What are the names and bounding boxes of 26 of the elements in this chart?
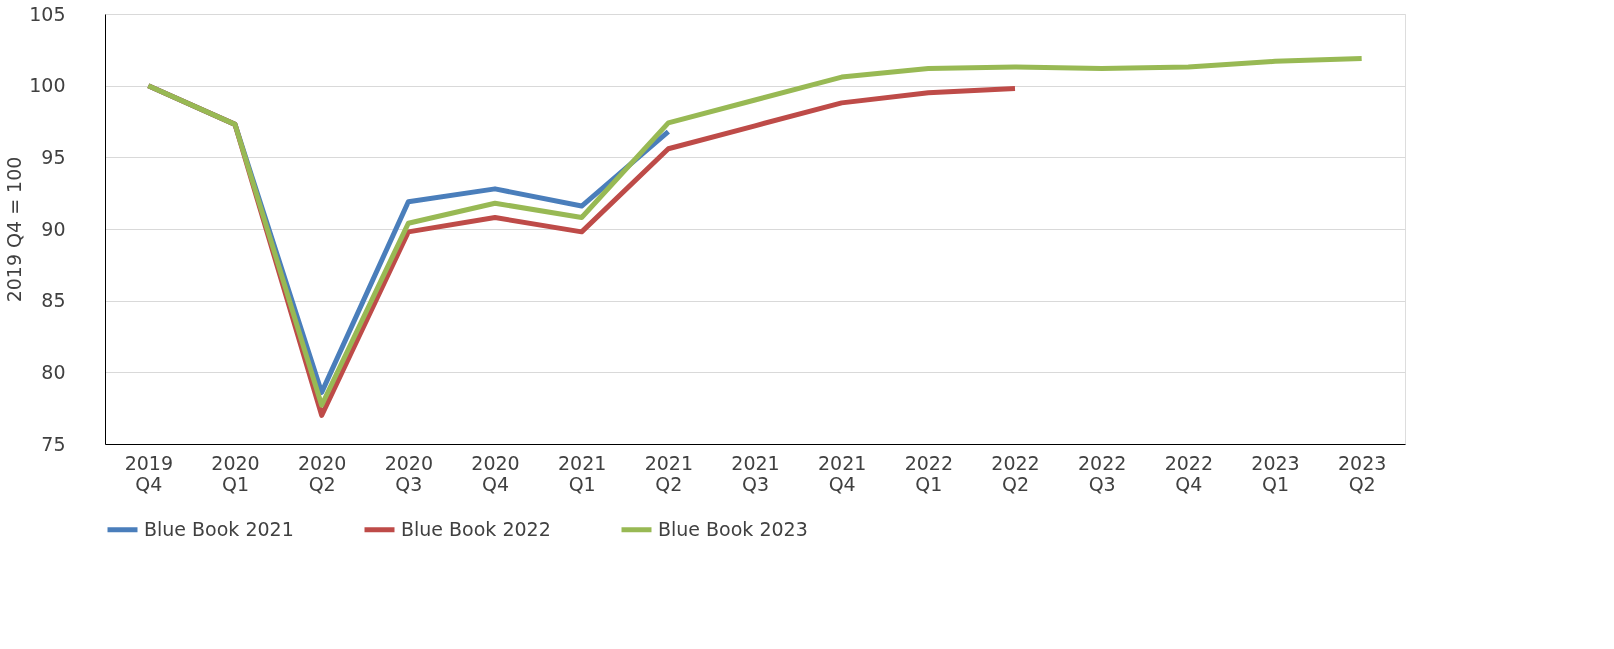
x-tick-label: 2022 Q3 [1077, 451, 1127, 495]
x-tick-label: 2021 Q2 [644, 451, 694, 495]
legend-label: Blue Book 2023 [658, 517, 808, 540]
x-tick-label: 2023 Q1 [1251, 451, 1300, 495]
x-tick-label: 2020 Q3 [384, 451, 434, 495]
x-tick-label: 2022 Q1 [904, 451, 954, 495]
y-tick-label: 95 [41, 145, 66, 168]
y-axis-title: 2019 Q4 = 100 [3, 156, 26, 303]
y-tick-label: 105 [29, 2, 66, 25]
x-tick-label: 2021 Q3 [731, 451, 780, 495]
x-tick-label: 2022 Q2 [991, 451, 1040, 495]
x-tick-label: 2021 Q4 [817, 451, 867, 495]
y-tick-label: 75 [41, 432, 66, 455]
x-tick-label: 2020 Q1 [211, 451, 260, 495]
y-tick-label: 85 [41, 289, 66, 312]
legend-label: Blue Book 2022 [401, 517, 551, 540]
y-tick-label: 90 [41, 217, 66, 240]
x-tick-label: 2020 Q4 [471, 451, 520, 495]
x-tick-label: 2022 Q4 [1164, 451, 1214, 495]
y-tick-label: 80 [41, 360, 66, 383]
x-tick-label: 2021 Q1 [557, 451, 607, 495]
x-tick-label: 2019 Q4 [124, 451, 174, 495]
y-tick-label: 100 [29, 74, 66, 97]
x-tick-label: 2020 Q2 [297, 451, 347, 495]
x-tick-label: 2023 Q2 [1337, 451, 1387, 495]
legend-label: Blue Book 2021 [144, 517, 294, 540]
